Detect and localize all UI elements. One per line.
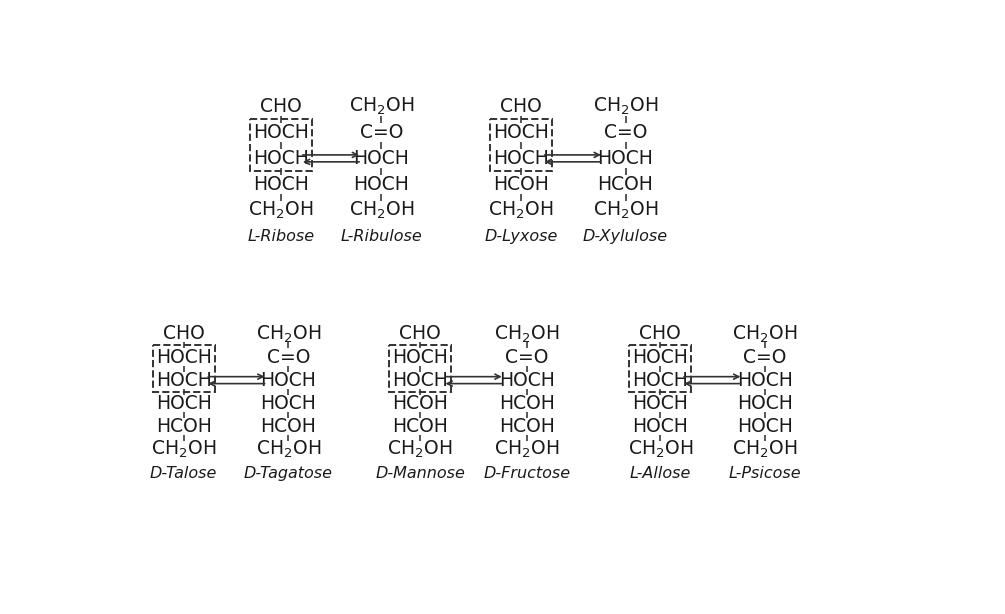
Bar <box>249 119 312 171</box>
Text: HCOH: HCOH <box>392 417 448 436</box>
Text: D-Xylulose: D-Xylulose <box>583 229 668 244</box>
Text: HOCH: HOCH <box>260 394 317 413</box>
Text: HOCH: HOCH <box>632 417 688 436</box>
Text: HOCH: HOCH <box>252 123 309 142</box>
Text: HCOH: HCOH <box>499 394 555 413</box>
Text: C=O: C=O <box>744 348 787 367</box>
Text: HCOH: HCOH <box>499 417 555 436</box>
Text: $\mathregular{CH_2OH}$: $\mathregular{CH_2OH}$ <box>255 324 321 344</box>
Text: $\mathregular{CH_2OH}$: $\mathregular{CH_2OH}$ <box>488 200 554 222</box>
Text: HCOH: HCOH <box>260 417 317 436</box>
Text: HOCH: HOCH <box>737 417 793 436</box>
Text: HOCH: HOCH <box>156 348 212 367</box>
Text: $\mathregular{CH_2OH}$: $\mathregular{CH_2OH}$ <box>349 95 414 117</box>
Text: L-Psicose: L-Psicose <box>729 465 801 481</box>
Text: HCOH: HCOH <box>598 175 653 194</box>
Text: $\mathregular{CH_2OH}$: $\mathregular{CH_2OH}$ <box>349 200 414 222</box>
Text: $\mathregular{CH_2OH}$: $\mathregular{CH_2OH}$ <box>733 439 798 460</box>
Text: $\mathregular{CH_2OH}$: $\mathregular{CH_2OH}$ <box>248 200 314 222</box>
Bar <box>489 119 552 171</box>
Text: HOCH: HOCH <box>260 371 317 390</box>
Text: L-Allose: L-Allose <box>630 465 691 481</box>
Text: D-Lyxose: D-Lyxose <box>484 229 558 244</box>
Text: HOCH: HOCH <box>392 371 448 390</box>
Text: C=O: C=O <box>360 123 403 142</box>
Text: HOCH: HOCH <box>492 149 549 168</box>
Text: CHO: CHO <box>500 96 542 115</box>
Text: L-Ribulose: L-Ribulose <box>341 229 422 244</box>
Text: C=O: C=O <box>604 123 647 142</box>
Text: HOCH: HOCH <box>632 394 688 413</box>
Text: HOCH: HOCH <box>156 394 212 413</box>
Bar <box>153 346 215 392</box>
Text: D-Fructose: D-Fructose <box>483 465 571 481</box>
Text: D-Mannose: D-Mannose <box>375 465 465 481</box>
Text: HOCH: HOCH <box>354 149 409 168</box>
Text: $\mathregular{CH_2OH}$: $\mathregular{CH_2OH}$ <box>255 439 321 460</box>
Text: HOCH: HOCH <box>632 348 688 367</box>
Text: $\mathregular{CH_2OH}$: $\mathregular{CH_2OH}$ <box>494 324 560 344</box>
Text: HOCH: HOCH <box>598 149 653 168</box>
Text: $\mathregular{CH_2OH}$: $\mathregular{CH_2OH}$ <box>733 324 798 344</box>
Text: HOCH: HOCH <box>737 394 793 413</box>
Text: $\mathregular{CH_2OH}$: $\mathregular{CH_2OH}$ <box>593 95 658 117</box>
Text: HOCH: HOCH <box>252 175 309 194</box>
Text: CHO: CHO <box>399 324 441 343</box>
Text: HCOH: HCOH <box>492 175 549 194</box>
Bar <box>629 346 691 392</box>
Text: HOCH: HOCH <box>252 149 309 168</box>
Text: $\mathregular{CH_2OH}$: $\mathregular{CH_2OH}$ <box>628 439 693 460</box>
Text: HOCH: HOCH <box>354 175 409 194</box>
Text: HOCH: HOCH <box>632 371 688 390</box>
Text: HCOH: HCOH <box>156 417 212 436</box>
Text: C=O: C=O <box>266 348 311 367</box>
Text: HOCH: HOCH <box>156 371 212 390</box>
Text: CHO: CHO <box>163 324 205 343</box>
Text: CHO: CHO <box>259 96 302 115</box>
Bar <box>389 346 451 392</box>
Text: HCOH: HCOH <box>392 394 448 413</box>
Text: HOCH: HOCH <box>492 123 549 142</box>
Text: $\mathregular{CH_2OH}$: $\mathregular{CH_2OH}$ <box>593 200 658 222</box>
Text: L-Ribose: L-Ribose <box>247 229 315 244</box>
Text: D-Talose: D-Talose <box>150 465 217 481</box>
Text: $\mathregular{CH_2OH}$: $\mathregular{CH_2OH}$ <box>388 439 453 460</box>
Text: HOCH: HOCH <box>499 371 555 390</box>
Text: $\mathregular{CH_2OH}$: $\mathregular{CH_2OH}$ <box>494 439 560 460</box>
Text: HOCH: HOCH <box>737 371 793 390</box>
Text: CHO: CHO <box>639 324 681 343</box>
Text: HOCH: HOCH <box>392 348 448 367</box>
Text: D-Tagatose: D-Tagatose <box>244 465 333 481</box>
Text: $\mathregular{CH_2OH}$: $\mathregular{CH_2OH}$ <box>151 439 216 460</box>
Text: C=O: C=O <box>506 348 549 367</box>
